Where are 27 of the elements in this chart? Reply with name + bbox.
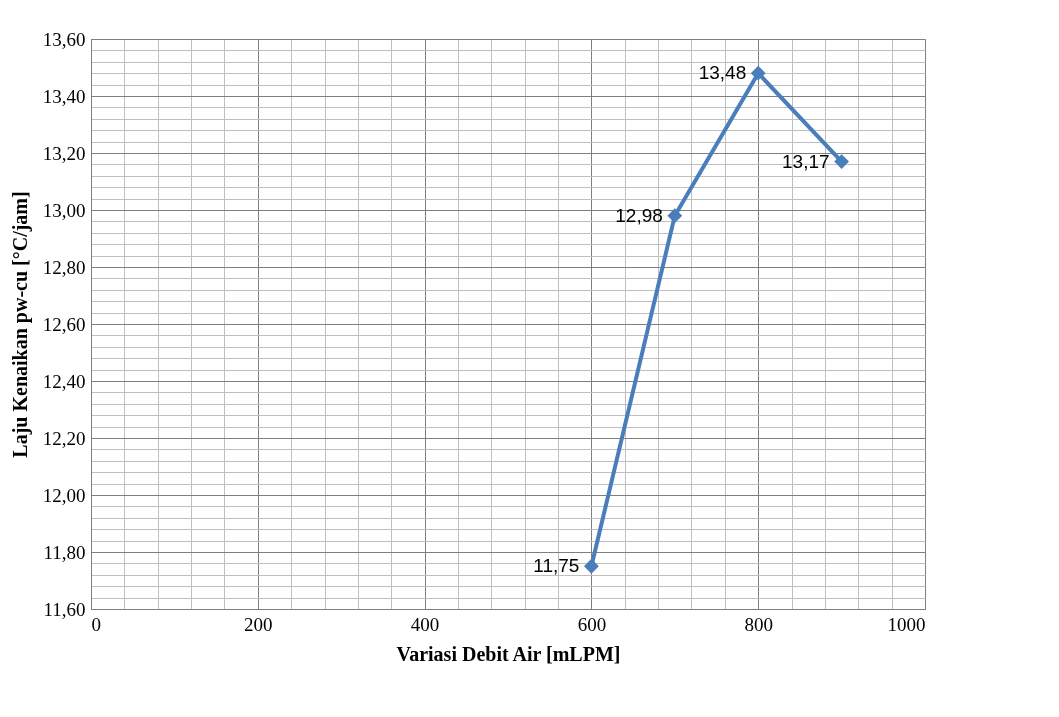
- x-tick-label: 1000: [887, 613, 926, 635]
- data-label: 12,98: [615, 204, 663, 226]
- y-tick-label: 12,40: [42, 370, 86, 392]
- x-tick-label: 200: [244, 613, 273, 635]
- x-tick-label: 400: [410, 613, 440, 635]
- x-tick-label: 800: [744, 613, 773, 635]
- y-tick-label: 13,00: [42, 199, 86, 221]
- x-tick-label: 0: [91, 613, 101, 635]
- data-label: 13,48: [698, 62, 747, 84]
- data-label: 11,75: [533, 555, 580, 577]
- y-tick-label: 12,20: [42, 427, 86, 449]
- y-tick-label: 13,20: [42, 142, 86, 164]
- y-tick-label: 11,60: [43, 598, 86, 620]
- point: [834, 154, 850, 169]
- y-tick-label: 12,60: [42, 313, 86, 335]
- data-label: 13,17: [782, 150, 830, 172]
- y-tick-label: 13,60: [42, 28, 86, 50]
- point: [750, 65, 766, 81]
- y-tick-label: 13,40: [42, 85, 86, 107]
- y-tick-label: 12,00: [42, 484, 86, 506]
- y-axis-title: Laju Kenaikan pw-cu [°C/jam]: [8, 191, 32, 458]
- point: [583, 558, 599, 574]
- y-tick-label: 12,80: [42, 256, 86, 278]
- y-tick-label: 11,80: [43, 541, 86, 563]
- x-axis-title: Variasi Debit Air [mLPM]: [396, 642, 621, 665]
- point: [667, 208, 683, 224]
- x-tick-label: 600: [577, 613, 607, 635]
